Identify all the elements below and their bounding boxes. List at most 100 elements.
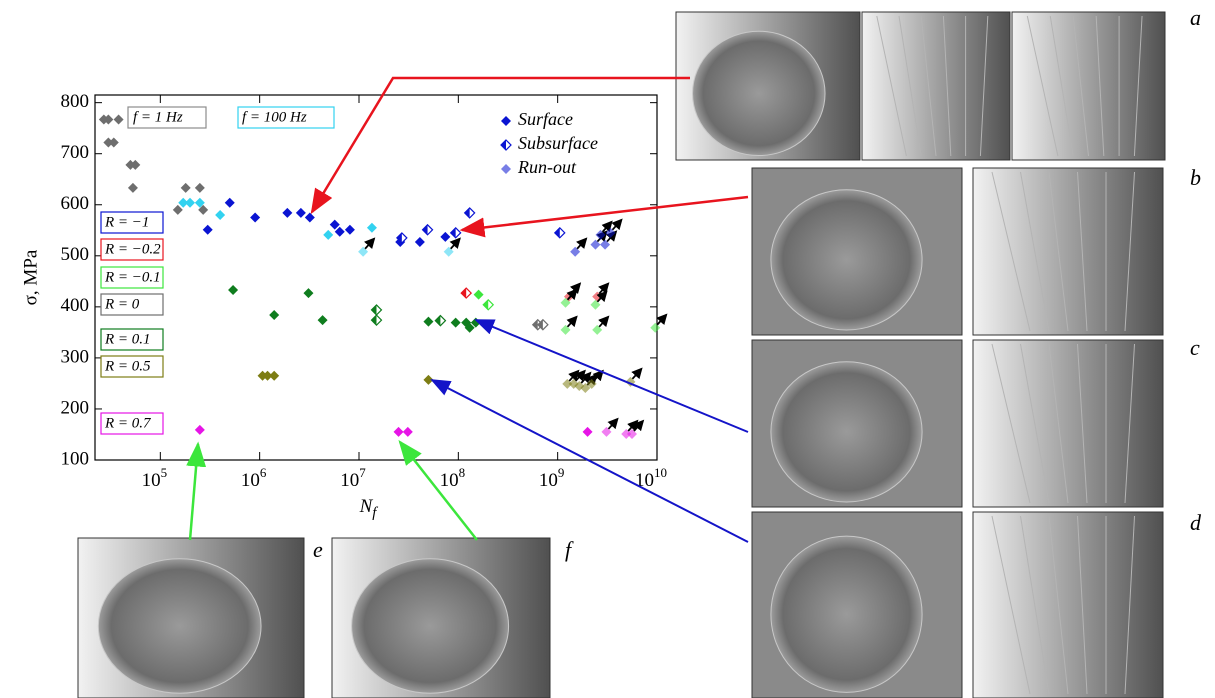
runout-arrow <box>632 369 641 379</box>
subsurface-point <box>461 288 471 298</box>
x-axis-label: Nf <box>359 496 379 521</box>
y-tick-label: 400 <box>61 295 90 316</box>
panel-label: e <box>313 537 323 562</box>
panel-label: f <box>565 537 574 562</box>
fracture-surface <box>352 559 509 693</box>
x-tick-exponent: 7 <box>359 465 366 480</box>
surface-point <box>423 317 433 327</box>
panel-label: a <box>1190 5 1201 30</box>
annotation: f = 1 Hz <box>133 109 183 125</box>
surface-point <box>303 288 313 298</box>
surface-point <box>423 375 433 385</box>
runout-arrow <box>365 239 374 249</box>
subsurface-point <box>501 140 511 150</box>
diamond-half <box>501 140 506 150</box>
surface-point <box>345 225 355 235</box>
surface-point <box>203 225 213 235</box>
fracture-surface <box>771 362 922 502</box>
subsurface-point <box>423 225 433 235</box>
micrograph <box>1012 12 1165 160</box>
pointer <box>400 442 477 540</box>
diamond-half <box>461 288 466 298</box>
legend-label: R = 0.1 <box>104 331 151 347</box>
fracture-surface <box>771 536 922 692</box>
diamond-half <box>451 228 456 238</box>
surface-point <box>583 427 593 437</box>
surface-point <box>394 427 404 437</box>
runout-arrow <box>612 220 621 230</box>
diamond-half <box>555 228 560 238</box>
pointer <box>462 197 748 230</box>
runout-arrow <box>657 315 666 325</box>
fracture-surface <box>98 559 261 693</box>
diamond-half <box>533 320 538 330</box>
runout-arrow <box>577 239 586 249</box>
fracture-surface <box>693 31 825 155</box>
x-axis-label-sub: f <box>372 505 378 521</box>
y-tick-label: 100 <box>61 448 90 469</box>
x-tick-label: 107 <box>340 465 366 491</box>
marker-legend-label: Surface <box>518 109 573 129</box>
x-tick-exponent: 10 <box>654 465 667 480</box>
surface-point <box>440 232 450 242</box>
runout-arrow <box>451 239 460 249</box>
legend-label: f = 100 Hz <box>242 109 307 125</box>
runout-arrow <box>568 317 577 327</box>
surface-point <box>415 237 425 247</box>
fracture-surface <box>771 190 922 330</box>
subsurface-point <box>555 228 565 238</box>
micrograph <box>862 12 1010 160</box>
panel-label: d <box>1190 510 1202 535</box>
micrograph <box>973 168 1163 335</box>
y-tick-label: 300 <box>61 346 90 367</box>
surface-point <box>195 425 205 435</box>
legend-label: R = −0.1 <box>104 269 161 285</box>
surface-point <box>269 310 279 320</box>
runout-arrow <box>608 419 617 429</box>
legend-label: R = 0 <box>104 296 140 312</box>
subsurface-point <box>371 305 381 315</box>
surface-point <box>195 183 205 193</box>
subsurface-point <box>371 315 381 325</box>
marker-legend-label: Subsurface <box>518 133 598 153</box>
diamond-half <box>435 316 440 326</box>
x-tick-exponent: 9 <box>558 465 565 480</box>
surface-point <box>185 198 195 208</box>
y-tick-label: 800 <box>61 91 90 112</box>
surface-point <box>269 371 279 381</box>
x-tick-base: 10 <box>142 470 161 491</box>
panel-label: c <box>1190 335 1200 360</box>
surface-point <box>323 230 333 240</box>
diamond-half <box>371 305 376 315</box>
diamond-half <box>465 208 470 218</box>
x-tick-label: 109 <box>539 465 565 491</box>
subsurface-point <box>435 316 445 326</box>
marker-legend-label: Run-out <box>517 157 577 177</box>
surface-point <box>173 205 183 215</box>
legend-label: R = 0.5 <box>104 358 151 374</box>
surface-point <box>109 137 119 147</box>
micrograph <box>973 340 1163 507</box>
y-tick-label: 700 <box>61 142 90 163</box>
runout-arrow <box>599 317 608 327</box>
diamond-half <box>371 315 376 325</box>
x-tick-exponent: 6 <box>260 465 267 480</box>
surface-point <box>114 115 124 125</box>
surface-point <box>474 290 484 300</box>
surface-point <box>250 213 260 223</box>
surface-point <box>451 318 461 328</box>
surface-point <box>228 285 238 295</box>
legend-label: R = 0.7 <box>104 415 152 431</box>
legend-label: R = −0.2 <box>104 241 161 257</box>
x-tick-base: 10 <box>539 470 558 491</box>
subsurface-point <box>465 208 475 218</box>
diamond-half <box>423 225 428 235</box>
runout-arrow <box>599 284 608 294</box>
panel-label: b <box>1190 165 1201 190</box>
surface-point <box>225 198 235 208</box>
x-tick-exponent: 8 <box>459 465 466 480</box>
pointer <box>432 380 748 542</box>
micrograph <box>973 512 1163 698</box>
figure: abcdef 100200300400500600700800105106107… <box>0 0 1215 698</box>
x-tick-base: 10 <box>340 470 359 491</box>
